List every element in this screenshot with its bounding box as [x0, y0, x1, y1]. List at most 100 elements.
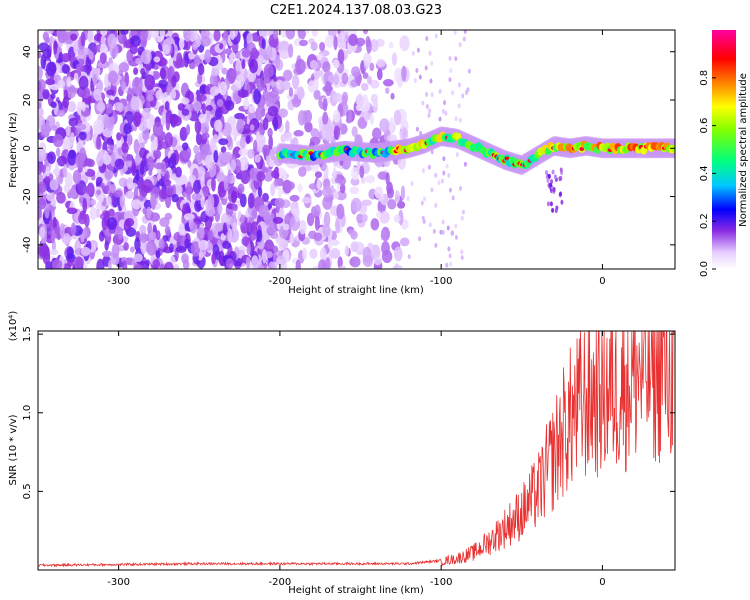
snr-series-line: [38, 331, 675, 568]
heatmap-cell: [45, 78, 56, 86]
heatmap-cell: [162, 179, 172, 187]
heatmap-cell: [113, 189, 123, 198]
heatmap-cell: [461, 93, 465, 99]
heatmap-cell: [322, 186, 333, 198]
heatmap-cell: [230, 159, 237, 171]
heatmap-cell: [301, 196, 312, 204]
heatmap-cell: [560, 199, 564, 205]
heatmap-cell: [193, 179, 201, 194]
heatmap-cell: [225, 258, 234, 269]
heatmap-cell: [56, 191, 66, 204]
heatmap-cell: [324, 128, 334, 142]
heatmap-cell: [113, 101, 123, 111]
heatmap-cell: [164, 132, 173, 148]
heatmap-cell: [374, 186, 384, 199]
heatmap-cell: [66, 84, 77, 99]
heatmap-cell: [187, 51, 196, 60]
heatmap-cell: [129, 44, 138, 55]
heatmap-cell: [559, 191, 563, 197]
heatmap-cell: [441, 109, 445, 115]
heatmap-cell: [373, 256, 382, 266]
heatmap-cell: [278, 108, 288, 118]
heatmap-cell: [146, 156, 155, 172]
heatmap-cell: [130, 35, 141, 48]
heatmap-cell: [366, 39, 372, 54]
heatmap-cell: [349, 186, 360, 195]
heatmap-cell: [96, 189, 102, 196]
heatmap-cell: [379, 211, 390, 224]
heatmap-cell: [272, 216, 284, 224]
heatmap-cell: [434, 172, 438, 178]
heatmap-cell: [92, 73, 97, 86]
heatmap-cell: [75, 123, 87, 131]
heatmap-cell: [322, 61, 331, 73]
heatmap-cell: [223, 154, 231, 164]
colorbar-tick-label: 0.2: [699, 213, 710, 229]
heatmap-cell: [160, 263, 165, 269]
heatmap-cell: [42, 31, 49, 41]
heatmap-cell: [133, 67, 139, 75]
heatmap-cell: [153, 56, 161, 63]
heatmap-cell: [215, 107, 222, 122]
heatmap-cell: [50, 93, 56, 100]
heatmap-cell: [546, 177, 550, 183]
heatmap-cell: [120, 80, 127, 91]
heatmap-cell: [393, 214, 401, 223]
heatmap-cell: [178, 37, 185, 50]
snr-x-tick-label: -200: [269, 577, 292, 588]
heatmap-cell: [322, 195, 333, 210]
heatmap-cell: [240, 213, 245, 224]
heatmap-cell: [415, 126, 419, 132]
heatmap-cell: [370, 218, 380, 231]
heatmap-cell: [253, 88, 261, 105]
heatmap-cell: [337, 256, 343, 269]
heatmap-cell: [194, 199, 202, 212]
heatmap-cell: [38, 205, 42, 222]
snr-x-axis: -300 -200 -100 0: [107, 331, 606, 588]
heatmap-cell: [141, 49, 152, 65]
heatmap-cell: [104, 73, 109, 88]
heatmap-cell: [200, 196, 205, 208]
heatmap-cell: [410, 181, 414, 187]
heatmap-cell: [393, 246, 403, 262]
heatmap-cell: [434, 202, 438, 208]
heatmap-cell: [45, 166, 50, 177]
heatmap-cell: [61, 233, 71, 245]
heatmap-cell: [553, 174, 557, 180]
snr-frame: [37, 330, 676, 571]
heatmap-cell: [304, 121, 313, 133]
heatmap-cell: [38, 80, 42, 92]
heatmap-cell: [78, 212, 87, 225]
heatmap-cell: [248, 105, 256, 114]
heatmap-cell: [314, 204, 321, 217]
heatmap-cell: [242, 123, 252, 134]
heatmap-cell: [298, 220, 307, 235]
heatmap-cell: [367, 75, 372, 85]
heatmap-cell: [247, 192, 255, 209]
spectrogram-y-tick-label: -20: [22, 188, 33, 204]
heatmap-cell: [322, 97, 328, 112]
heatmap-cell: [251, 255, 259, 269]
heatmap-cell: [149, 212, 161, 222]
heatmap-cell: [111, 243, 120, 259]
colorbar-ticks: 0.0 0.2 0.4 0.6 0.8: [699, 70, 716, 277]
heatmap-cell: [141, 107, 151, 120]
heatmap-cell: [194, 54, 200, 67]
heatmap-cell: [458, 117, 462, 123]
heatmap-cell: [322, 223, 331, 238]
heatmap-cell: [172, 115, 182, 127]
heatmap-cell: [350, 177, 360, 186]
spectrogram-frame: [37, 29, 676, 270]
heatmap-cell: [432, 228, 436, 234]
heatmap-cell: [390, 92, 395, 100]
heatmap-cell: [70, 222, 77, 236]
heatmap-cell: [188, 61, 196, 70]
heatmap-cell: [249, 58, 259, 74]
heatmap-cell: [217, 202, 223, 216]
heatmap-cell: [402, 127, 407, 140]
heatmap-cell: [78, 75, 89, 91]
heatmap-cell: [275, 54, 281, 69]
heatmap-cell: [51, 124, 58, 132]
heatmap-cell: [454, 116, 458, 122]
heatmap-cell: [454, 223, 458, 229]
